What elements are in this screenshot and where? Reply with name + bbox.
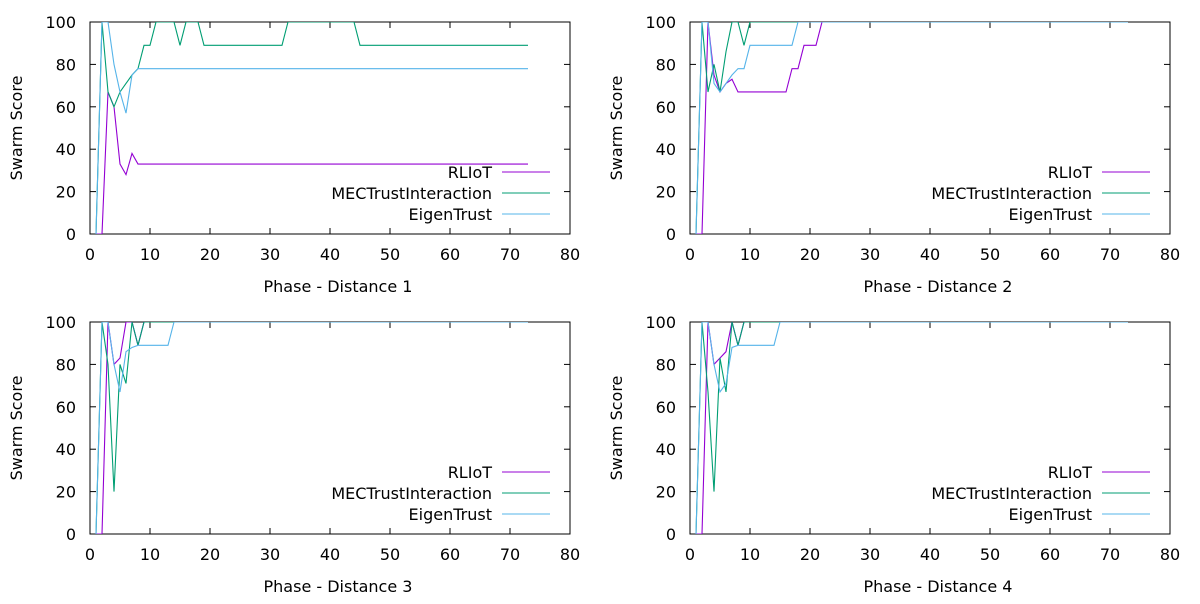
series-line-eigentrust xyxy=(695,22,1128,234)
x-tick-label: 10 xyxy=(740,545,760,564)
x-tick-label: 40 xyxy=(320,545,340,564)
y-axis-title: Swarm Score xyxy=(607,376,626,481)
x-axis-title: Phase - Distance 4 xyxy=(864,577,1013,596)
x-tick-label: 70 xyxy=(500,545,520,564)
x-tick-label: 0 xyxy=(85,245,95,264)
legend-label: RLIoT xyxy=(448,163,493,182)
chart-panel-1: 0 10 20 30 40 50 60 70 80 0 20 40 60 80 100 Phase - Dis… xyxy=(7,13,580,296)
plot-border xyxy=(89,321,571,535)
x-tick-label: 80 xyxy=(1160,245,1180,264)
x-tick-label: 30 xyxy=(860,545,880,564)
legend-label: MECTrustInteraction xyxy=(931,484,1092,503)
x-tick-label: 60 xyxy=(440,545,460,564)
x-axis-title: Phase - Distance 2 xyxy=(864,277,1013,296)
x-tick-label: 50 xyxy=(980,545,1000,564)
y-tick-label: 20 xyxy=(56,483,76,502)
series-line-eigentrust xyxy=(95,322,528,534)
x-tick-label: 80 xyxy=(560,545,580,564)
y-axis-title: Swarm Score xyxy=(7,376,26,481)
series-line-eigentrust xyxy=(695,322,1128,534)
y-tick-label: 40 xyxy=(56,440,76,459)
chart-panel-4: 0 10 20 30 40 50 60 70 80 0 20 40 60 80 100 Phase - Dis… xyxy=(607,313,1180,596)
legend-label: EigenTrust xyxy=(1009,205,1092,224)
y-tick-label: 80 xyxy=(656,355,676,374)
y-tick-label: 40 xyxy=(656,140,676,159)
series-line-eigentrust xyxy=(95,22,528,234)
x-tick-label: 0 xyxy=(685,545,695,564)
x-tick-label: 0 xyxy=(685,245,695,264)
y-tick-label: 60 xyxy=(56,398,76,417)
y-tick-label: 80 xyxy=(56,355,76,374)
legend-label: RLIoT xyxy=(1048,463,1093,482)
y-tick-label: 60 xyxy=(656,398,676,417)
x-tick-label: 60 xyxy=(440,245,460,264)
y-tick-label: 40 xyxy=(656,440,676,459)
legend-label: MECTrustInteraction xyxy=(331,484,492,503)
x-tick-label: 60 xyxy=(1040,545,1060,564)
y-tick-label: 0 xyxy=(666,225,676,244)
y-tick-label: 20 xyxy=(656,183,676,202)
x-axis-title: Phase - Distance 1 xyxy=(264,277,413,296)
x-tick-label: 30 xyxy=(260,245,280,264)
chart-panel-3: 0 10 20 30 40 50 60 70 80 0 20 40 60 80 100 Phase - Dis… xyxy=(7,313,580,596)
y-axis-title: Swarm Score xyxy=(7,76,26,181)
y-tick-label: 0 xyxy=(66,525,76,544)
y-tick-label: 0 xyxy=(66,225,76,244)
plot-border xyxy=(89,21,571,235)
x-tick-label: 50 xyxy=(380,245,400,264)
y-tick-label: 60 xyxy=(656,98,676,117)
y-tick-label: 60 xyxy=(56,98,76,117)
legend-label: MECTrustInteraction xyxy=(931,184,1092,203)
x-tick-label: 50 xyxy=(380,545,400,564)
x-tick-label: 40 xyxy=(320,245,340,264)
legend-label: MECTrustInteraction xyxy=(331,184,492,203)
y-tick-label: 20 xyxy=(56,183,76,202)
legend-label: EigenTrust xyxy=(409,205,492,224)
x-tick-label: 30 xyxy=(860,245,880,264)
y-tick-label: 80 xyxy=(56,55,76,74)
y-tick-label: 0 xyxy=(666,525,676,544)
y-tick-label: 100 xyxy=(45,313,76,332)
y-axis-title: Swarm Score xyxy=(607,76,626,181)
x-axis-title: Phase - Distance 3 xyxy=(264,577,413,596)
x-tick-label: 20 xyxy=(200,545,220,564)
y-tick-label: 100 xyxy=(45,13,76,32)
series-line-mectrustinteraction xyxy=(95,322,528,534)
series-line-mectrustinteraction xyxy=(95,22,528,234)
x-tick-label: 40 xyxy=(920,245,940,264)
legend-label: RLIoT xyxy=(1048,163,1093,182)
series-line-mectrustinteraction xyxy=(695,322,1128,534)
x-tick-label: 10 xyxy=(140,545,160,564)
y-tick-label: 100 xyxy=(645,313,676,332)
legend-label: EigenTrust xyxy=(1009,505,1092,524)
x-tick-label: 10 xyxy=(140,245,160,264)
y-tick-label: 40 xyxy=(56,140,76,159)
plot-border xyxy=(689,321,1171,535)
legend-label: RLIoT xyxy=(448,463,493,482)
x-tick-label: 70 xyxy=(500,245,520,264)
x-tick-label: 10 xyxy=(740,245,760,264)
y-tick-label: 100 xyxy=(645,13,676,32)
x-tick-label: 40 xyxy=(920,545,940,564)
x-tick-label: 20 xyxy=(800,245,820,264)
y-tick-label: 80 xyxy=(656,55,676,74)
x-tick-label: 70 xyxy=(1100,245,1120,264)
x-tick-label: 30 xyxy=(260,545,280,564)
chart-panel-2: 0 10 20 30 40 50 60 70 80 0 20 40 60 80 100 Phase - Dis… xyxy=(607,13,1180,296)
x-tick-label: 80 xyxy=(560,245,580,264)
x-tick-label: 80 xyxy=(1160,545,1180,564)
legend-label: EigenTrust xyxy=(409,505,492,524)
x-tick-label: 70 xyxy=(1100,545,1120,564)
x-tick-label: 60 xyxy=(1040,245,1060,264)
x-tick-label: 0 xyxy=(85,545,95,564)
plot-border xyxy=(689,21,1171,235)
x-tick-label: 20 xyxy=(800,545,820,564)
x-tick-label: 50 xyxy=(980,245,1000,264)
x-tick-label: 20 xyxy=(200,245,220,264)
y-tick-label: 20 xyxy=(656,483,676,502)
